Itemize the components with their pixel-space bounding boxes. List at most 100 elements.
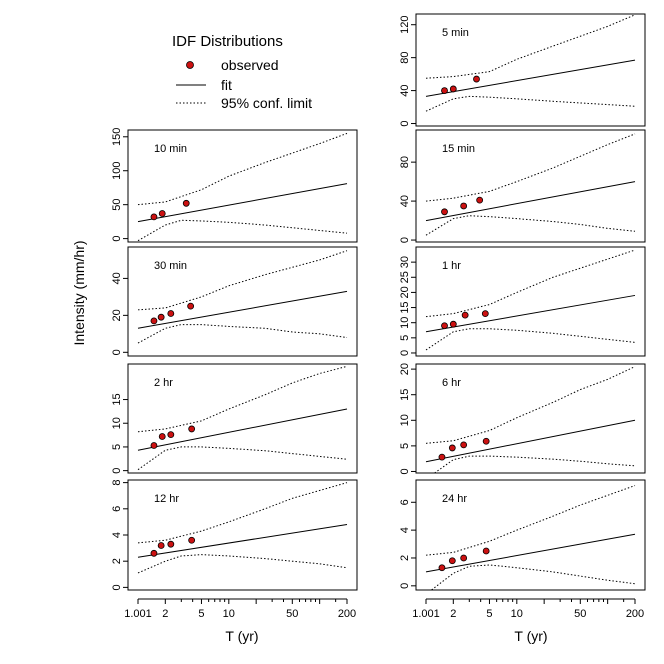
y-tick-label: 150 xyxy=(111,128,123,146)
panel-plot-area xyxy=(137,482,348,574)
upper-95-conf-line xyxy=(425,249,636,318)
observed-point xyxy=(441,208,448,216)
upper-95-conf-line xyxy=(425,14,636,79)
panel-frame xyxy=(415,13,646,127)
panel-frame xyxy=(415,363,646,474)
legend-conf-label: 95% conf. limit xyxy=(221,95,312,111)
panel-label: 15 min xyxy=(442,143,475,155)
legend-fit-label: fit xyxy=(221,77,232,93)
fit-line xyxy=(425,294,636,333)
fit-line xyxy=(137,524,348,558)
legend: IDF Distributions observed fit 95% conf.… xyxy=(172,33,312,111)
observed-point xyxy=(158,210,166,217)
x-tick-label: 10 xyxy=(511,608,523,620)
x-tick-label: 5 xyxy=(198,608,204,620)
y-tick-label: 0 xyxy=(111,584,123,590)
y-tick-label: 5 xyxy=(111,444,123,450)
x-tick-label: 10 xyxy=(223,608,235,620)
observed-point xyxy=(182,199,190,207)
observed-point xyxy=(157,542,165,549)
panel-12-hr: 12 hr 0 2 4 6 8 1.001 2 5 10 50 200 xyxy=(111,479,358,620)
x-tick-label: 200 xyxy=(338,608,356,620)
panel-label: 10 min xyxy=(154,143,187,155)
panel-1-hr: 1 hr 0 5 10 15 20 25 30 xyxy=(399,246,646,357)
observed-point xyxy=(473,75,480,83)
observed-point xyxy=(438,564,446,572)
y-tick-label: 80 xyxy=(399,52,411,64)
fit-line xyxy=(425,419,636,463)
panel-frame xyxy=(415,479,646,591)
legend-title: IDF Distributions xyxy=(172,33,283,50)
y-tick-label: 20 xyxy=(111,309,123,321)
y-tick-label: 5 xyxy=(399,335,411,341)
y-tick-label: 20 xyxy=(399,286,411,298)
observed-point xyxy=(167,540,175,548)
lower-95-conf-line xyxy=(430,564,636,590)
y-tick-label: 100 xyxy=(111,162,123,180)
y-tick-label: 50 xyxy=(111,199,123,211)
y-tick-label: 0 xyxy=(111,468,123,474)
panel-label: 24 hr xyxy=(442,493,467,505)
lower-95-conf-line xyxy=(137,219,348,242)
panel-24-hr: 24 hr 0 2 4 6 1.001 2 5 10 50 200 xyxy=(399,479,646,620)
fit-line xyxy=(425,59,636,97)
observed-point xyxy=(460,554,468,562)
y-tick-label: 10 xyxy=(399,414,411,426)
observed-point xyxy=(482,547,490,555)
y-tick-label: 5 xyxy=(399,443,411,449)
panel-frame xyxy=(415,129,646,243)
panel-label: 30 min xyxy=(154,260,187,272)
observed-point xyxy=(167,431,175,439)
panel-label: 6 hr xyxy=(442,377,461,389)
panel-6-hr: 6 hr 0 5 10 15 20 xyxy=(399,363,646,475)
panel-frame xyxy=(415,246,646,357)
fit-line xyxy=(425,181,636,222)
panel-plot-area xyxy=(137,132,348,242)
lower-95-conf-line xyxy=(425,215,636,236)
panel-label: 12 hr xyxy=(154,493,179,505)
observed-point xyxy=(482,437,490,445)
y-tick-label: 30 xyxy=(399,256,411,268)
x-tick-label: 2 xyxy=(162,608,168,620)
y-tick-label: 2 xyxy=(111,558,123,564)
observed-point xyxy=(481,310,489,318)
y-tick-label: 15 xyxy=(111,393,123,405)
observed-point xyxy=(150,442,158,449)
x-tick-label: 1.001 xyxy=(412,608,440,620)
panel-label: 2 hr xyxy=(154,377,173,389)
panel-plot-area xyxy=(425,485,636,590)
panel-plot-area xyxy=(425,133,636,236)
y-tick-label: 10 xyxy=(399,317,411,329)
panel-frame xyxy=(127,363,358,474)
observed-point xyxy=(460,441,468,449)
legend-observed-label: observed xyxy=(221,57,279,73)
y-tick-label: 15 xyxy=(399,389,411,401)
observed-point xyxy=(476,196,484,204)
observed-point xyxy=(150,549,158,557)
x-tick-label: 5 xyxy=(486,608,492,620)
y-tick-label: 8 xyxy=(111,480,123,486)
lower-95-conf-line xyxy=(433,455,636,473)
observed-point xyxy=(441,322,448,330)
observed-point xyxy=(187,302,195,310)
observed-point xyxy=(449,85,457,93)
panel-5-min: 5 min 0 40 80 120 xyxy=(399,13,646,127)
y-tick-label: 4 xyxy=(111,532,123,538)
y-tick-label: 40 xyxy=(111,272,123,284)
observed-point xyxy=(461,311,469,319)
x-axis-title-right: T (yr) xyxy=(514,628,547,644)
legend-observed-marker xyxy=(186,61,194,69)
panel-frame xyxy=(127,129,358,243)
fit-line xyxy=(425,533,636,573)
x-tick-label: 200 xyxy=(626,608,644,620)
y-tick-label: 0 xyxy=(111,349,123,355)
panel-plot-area xyxy=(425,14,636,112)
y-tick-label: 0 xyxy=(399,120,411,126)
lower-95-conf-line xyxy=(137,554,348,574)
panel-plot-area xyxy=(425,366,636,473)
upper-95-conf-line xyxy=(425,133,636,202)
observed-point xyxy=(167,310,175,317)
x-axis-title-left: T (yr) xyxy=(225,628,258,644)
lower-95-conf-line xyxy=(425,328,636,351)
